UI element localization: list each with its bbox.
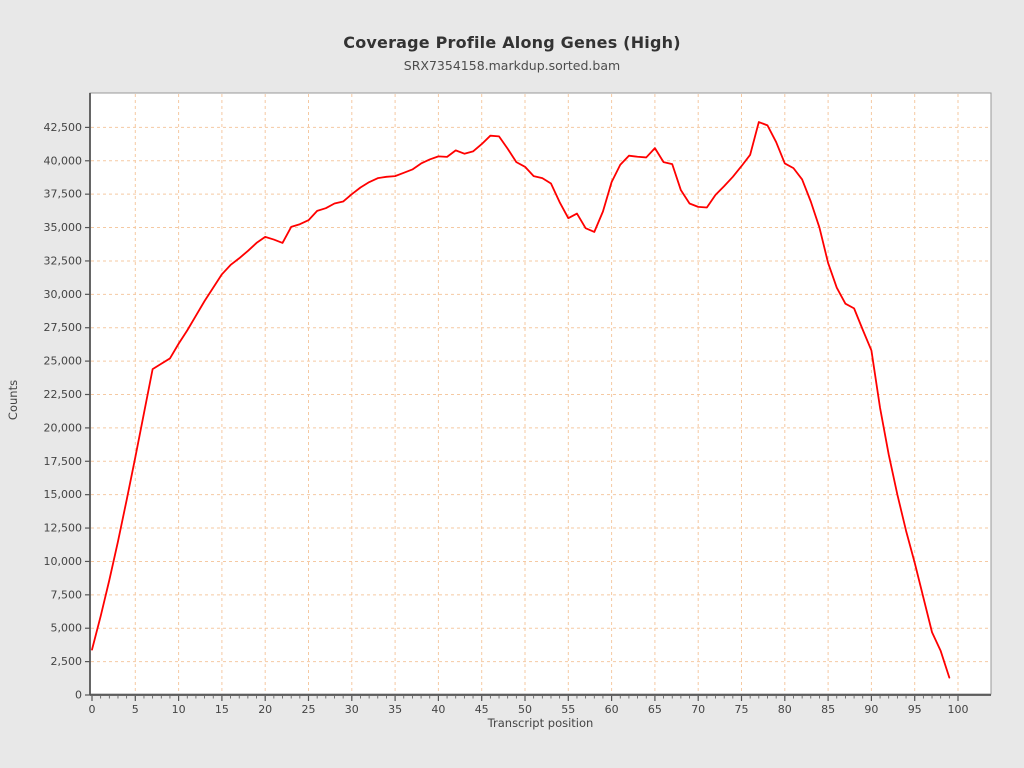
x-tick-label: 5 xyxy=(132,703,139,716)
y-tick-label: 2,500 xyxy=(51,655,83,668)
x-tick-label: 25 xyxy=(302,703,316,716)
x-tick-label: 60 xyxy=(605,703,619,716)
y-tick-label: 22,500 xyxy=(44,388,83,401)
y-tick-label: 5,000 xyxy=(51,622,83,635)
x-tick-label: 15 xyxy=(215,703,229,716)
y-tick-label: 27,500 xyxy=(44,321,83,334)
x-tick-label: 70 xyxy=(691,703,705,716)
x-tick-label: 20 xyxy=(258,703,272,716)
y-tick-label: 37,500 xyxy=(44,188,83,201)
y-tick-label: 35,000 xyxy=(44,221,83,234)
y-tick-label: 12,500 xyxy=(44,522,83,535)
x-tick-label: 100 xyxy=(948,703,969,716)
chart-subtitle: SRX7354158.markdup.sorted.bam xyxy=(403,58,621,73)
y-tick-label: 42,500 xyxy=(44,121,83,134)
x-tick-label: 40 xyxy=(431,703,445,716)
x-tick-label: 55 xyxy=(561,703,575,716)
y-tick-label: 20,000 xyxy=(44,421,83,434)
y-tick-label: 32,500 xyxy=(44,254,83,267)
x-tick-label: 0 xyxy=(89,703,96,716)
x-tick-label: 10 xyxy=(172,703,186,716)
y-tick-label: 40,000 xyxy=(44,154,83,167)
x-tick-label: 80 xyxy=(778,703,792,716)
y-tick-label: 17,500 xyxy=(44,455,83,468)
x-tick-label: 95 xyxy=(908,703,922,716)
y-tick-label: 7,500 xyxy=(51,588,83,601)
x-tick-label: 85 xyxy=(821,703,835,716)
coverage-line xyxy=(91,121,951,679)
y-tick-label: 15,000 xyxy=(44,488,83,501)
x-tick-label: 45 xyxy=(475,703,489,716)
x-tick-label: 35 xyxy=(388,703,402,716)
x-tick-label: 65 xyxy=(648,703,662,716)
y-tick-label: 25,000 xyxy=(44,355,83,368)
plot-area xyxy=(89,92,992,695)
x-tick-label: 75 xyxy=(735,703,749,716)
y-axis-label: Counts xyxy=(6,379,20,421)
x-tick-label: 90 xyxy=(864,703,878,716)
y-tick-label: 10,000 xyxy=(44,555,83,568)
y-tick-label: 30,000 xyxy=(44,288,83,301)
x-tick-label: 50 xyxy=(518,703,532,716)
y-tick-label: 0 xyxy=(75,689,82,702)
x-axis-label: Transcript position xyxy=(487,716,594,730)
chart-title: Coverage Profile Along Genes (High) xyxy=(343,33,681,52)
x-tick-label: 30 xyxy=(345,703,359,716)
